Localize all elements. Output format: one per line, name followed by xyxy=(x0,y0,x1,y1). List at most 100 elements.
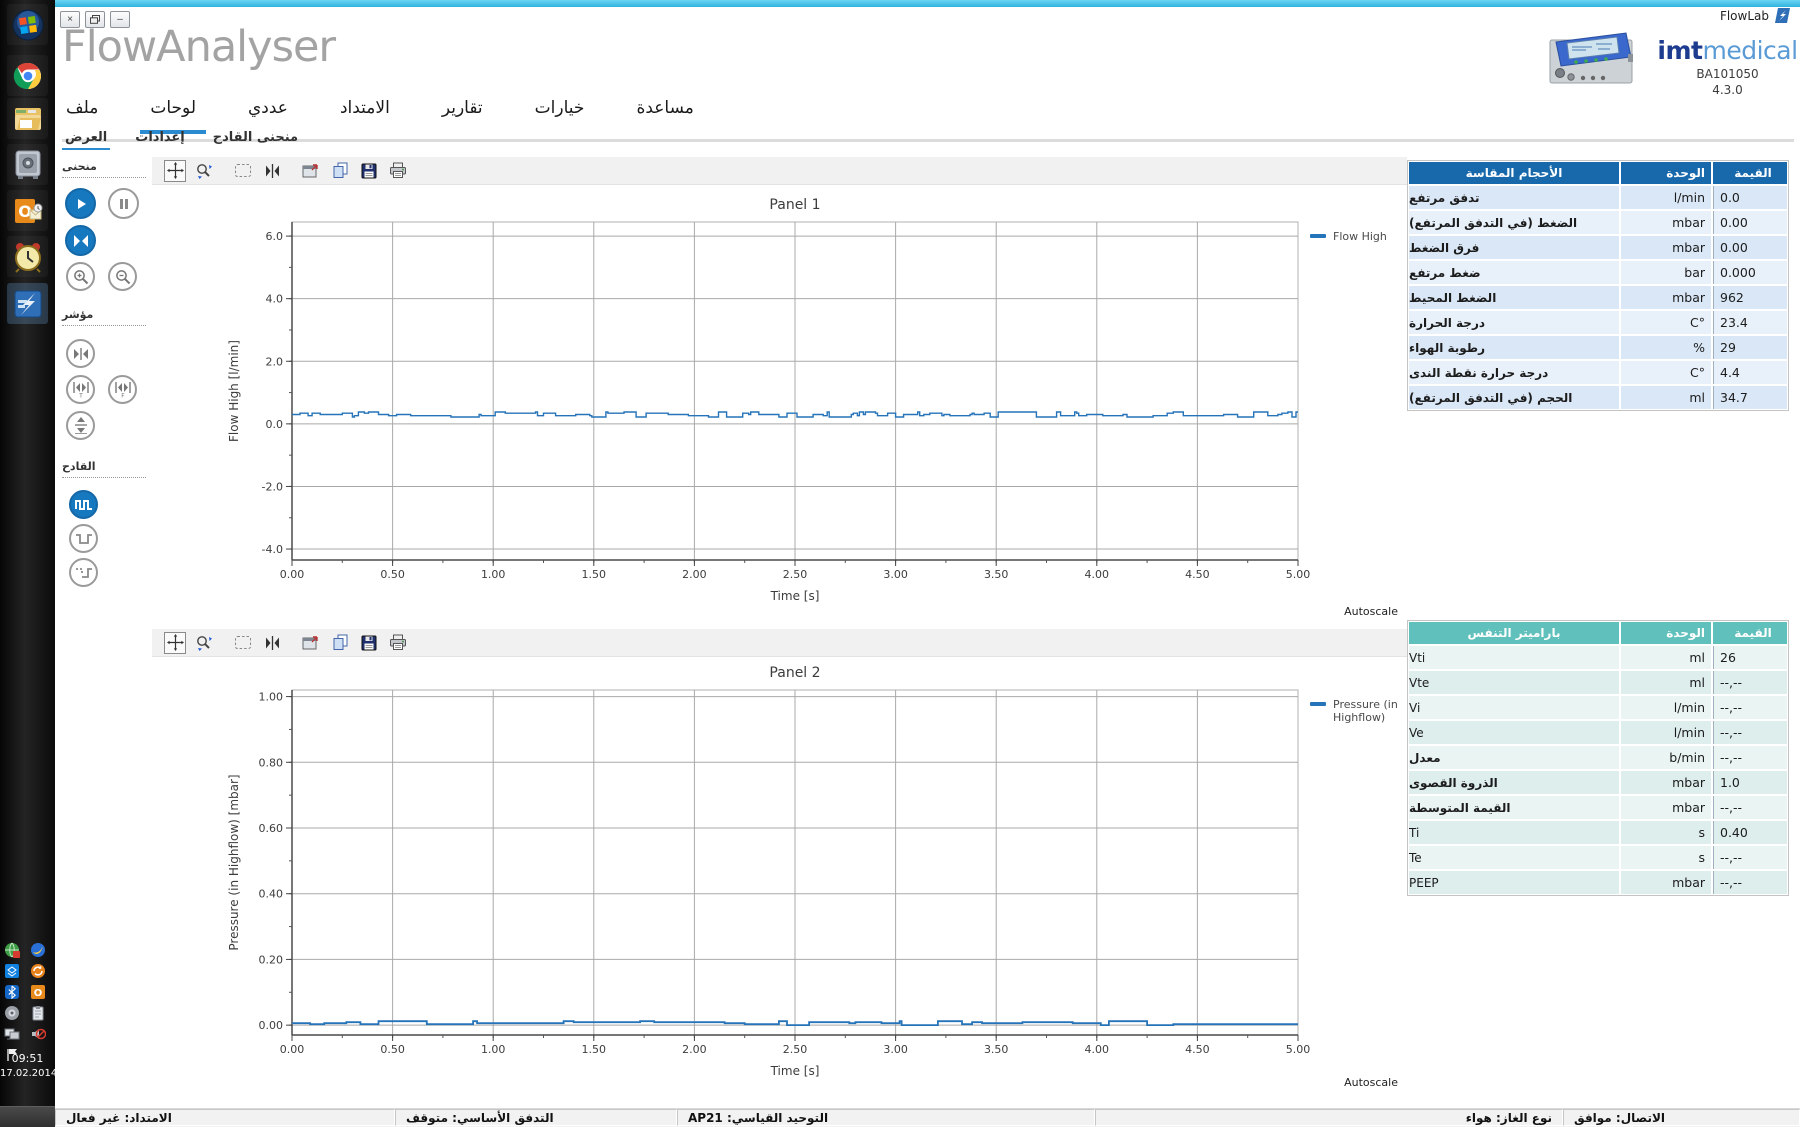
zoom-out-button[interactable] xyxy=(108,262,137,291)
alarm-clock-icon[interactable] xyxy=(7,236,48,277)
pause-button[interactable] xyxy=(108,188,139,219)
select-region-icon[interactable] xyxy=(232,632,254,654)
table-cell-unit: b/min xyxy=(1621,746,1711,769)
flag-icon[interactable] xyxy=(4,1046,21,1063)
export-chart-icon[interactable] xyxy=(300,632,322,654)
select-region-icon[interactable] xyxy=(232,160,254,182)
pan-tool-icon[interactable] xyxy=(164,631,186,654)
copy-icon[interactable] xyxy=(329,632,351,654)
column-header: القيمة xyxy=(1713,162,1787,184)
trigger-pulse-button[interactable] xyxy=(69,524,98,553)
svg-text:O: O xyxy=(34,988,43,999)
zoom-tool-icon[interactable] xyxy=(193,632,215,654)
print-icon[interactable] xyxy=(387,632,409,654)
zoom-tool-icon[interactable] xyxy=(193,160,215,182)
cursor-vertical-button[interactable] xyxy=(66,411,95,440)
menu-item-3[interactable]: عددي xyxy=(248,98,288,118)
table-row: معدل b/min --,-- xyxy=(1409,746,1787,769)
chart-panel-2[interactable]: 0.00 0.50 1.00 1.50 2.00 2.50 3.00 3.50 4.00 4.50… xyxy=(160,658,1310,1088)
table-cell-value: --,-- xyxy=(1713,721,1787,744)
play-button[interactable] xyxy=(65,188,96,219)
cursor-markers-icon[interactable] xyxy=(261,632,283,654)
menu-item-1[interactable]: ملف xyxy=(66,98,99,118)
export-chart-icon[interactable] xyxy=(300,160,322,182)
zoom-in-button[interactable] xyxy=(66,262,95,291)
autoscale-button[interactable] xyxy=(65,225,96,256)
pan-tool-icon[interactable] xyxy=(164,159,186,182)
svg-text:Panel 1: Panel 1 xyxy=(769,197,820,213)
cursor-center-button[interactable] xyxy=(66,339,95,368)
table-row: رطوبة الهواء% 29 xyxy=(1409,336,1787,359)
chart1-legend: Flow High xyxy=(1310,230,1387,243)
table-cell-name: PEEP xyxy=(1409,871,1619,894)
sidebar-section-cursor: مؤشر xyxy=(62,308,94,321)
table-cell-value: --,-- xyxy=(1713,871,1787,894)
svg-text:Time [s]: Time [s] xyxy=(770,589,820,603)
menu-item-7[interactable]: مساعدة xyxy=(636,98,694,118)
table-cell-name: Vti xyxy=(1409,646,1619,669)
tab-3[interactable]: منحنى القادح xyxy=(212,130,299,145)
restore-button[interactable] xyxy=(85,11,105,28)
chrome-icon[interactable] xyxy=(7,55,48,96)
menu-item-5[interactable]: تقارير xyxy=(441,98,483,118)
print-icon[interactable] xyxy=(387,160,409,182)
menu-item-2[interactable]: لوحات xyxy=(140,98,206,134)
table-cell-value: 26 xyxy=(1713,646,1787,669)
cursor-trigger-button[interactable]: T xyxy=(66,375,95,404)
remote-pc-icon[interactable] xyxy=(4,1025,21,1042)
outlook-tray-icon[interactable]: O xyxy=(30,983,47,1000)
table-row: PEEP mbar --,-- xyxy=(1409,871,1787,894)
sync-icon[interactable] xyxy=(30,962,47,979)
tab-1[interactable]: العرض xyxy=(61,130,111,150)
save-icon[interactable] xyxy=(358,632,380,654)
trigger-wave-button[interactable] xyxy=(69,490,98,519)
file-manager-icon[interactable] xyxy=(7,98,48,139)
dropbox-icon[interactable] xyxy=(4,962,21,979)
menu-item-4[interactable]: الامتداد xyxy=(339,98,390,118)
column-header: الوحدة xyxy=(1621,162,1711,184)
safe-icon[interactable] xyxy=(7,144,48,185)
volume-app-icon[interactable] xyxy=(4,1004,21,1021)
flowlab-app-icon[interactable] xyxy=(7,283,48,324)
table-cell-name: الضغط المحيط xyxy=(1409,286,1619,309)
svg-text:6.0: 6.0 xyxy=(266,230,284,243)
save-icon[interactable] xyxy=(358,160,380,182)
cursor-flow-button[interactable]: F xyxy=(108,375,137,404)
table-cell-value: 0.40 xyxy=(1713,821,1787,844)
svg-text:4.0: 4.0 xyxy=(266,293,284,306)
table-cell-name: Ti xyxy=(1409,821,1619,844)
svg-text:3.00: 3.00 xyxy=(883,568,908,581)
table-row: Ve l/min --,-- xyxy=(1409,721,1787,744)
table-row: Ti s 0.40 xyxy=(1409,821,1787,844)
bluetooth-icon[interactable] xyxy=(4,983,21,1000)
autoscale-label-2: Autoscale xyxy=(1344,1076,1398,1089)
speaker-muted-icon[interactable] xyxy=(30,1025,47,1042)
chart-panel-1[interactable]: 0.00 0.50 1.00 1.50 2.00 2.50 3.00 3.50 4.00 4.50… xyxy=(160,188,1310,618)
outlook-icon[interactable]: O xyxy=(7,190,48,231)
messenger-icon[interactable] xyxy=(30,941,47,958)
windows-start-icon[interactable] xyxy=(7,4,48,45)
svg-text:1.50: 1.50 xyxy=(582,1043,607,1056)
table-cell-name: الذروة القصوى xyxy=(1409,771,1619,794)
svg-text:0.20: 0.20 xyxy=(259,953,284,966)
minimize-button[interactable]: – xyxy=(110,11,130,28)
network-sync-icon[interactable] xyxy=(4,941,21,958)
table-cell-unit: mbar xyxy=(1621,871,1711,894)
table-cell-value: 962 xyxy=(1713,286,1787,309)
table-row: Vi l/min --,-- xyxy=(1409,696,1787,719)
tab-2[interactable]: إعدادات xyxy=(135,130,185,145)
table-cell-unit: C° xyxy=(1621,311,1711,334)
sidebar-section-trigger: القادح xyxy=(62,460,96,473)
show-desktop-button[interactable] xyxy=(0,1106,55,1127)
taskbar-clock[interactable]: 09:51 17.02.2014 xyxy=(0,1052,57,1079)
trigger-pulse-dashed-button[interactable] xyxy=(69,558,98,587)
menu-item-6[interactable]: خيارات xyxy=(534,98,585,118)
clipboard-icon[interactable] xyxy=(30,1004,47,1021)
svg-text:Flow High [l/min]: Flow High [l/min] xyxy=(227,340,241,442)
close-button[interactable]: × xyxy=(60,11,80,28)
copy-icon[interactable] xyxy=(329,160,351,182)
breath-parameters-table: باراميتر التنفس الوحدة القيمة Vti ml 26 Vte ml -… xyxy=(1407,620,1789,896)
cursor-markers-icon[interactable] xyxy=(261,160,283,182)
table-row: الحجم (في التدفق المرتفع) ml 34.7 xyxy=(1409,386,1787,409)
